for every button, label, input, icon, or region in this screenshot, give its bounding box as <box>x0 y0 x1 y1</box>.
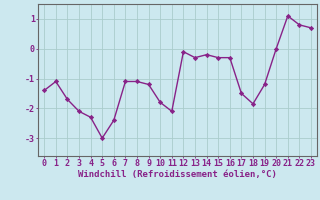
X-axis label: Windchill (Refroidissement éolien,°C): Windchill (Refroidissement éolien,°C) <box>78 170 277 179</box>
